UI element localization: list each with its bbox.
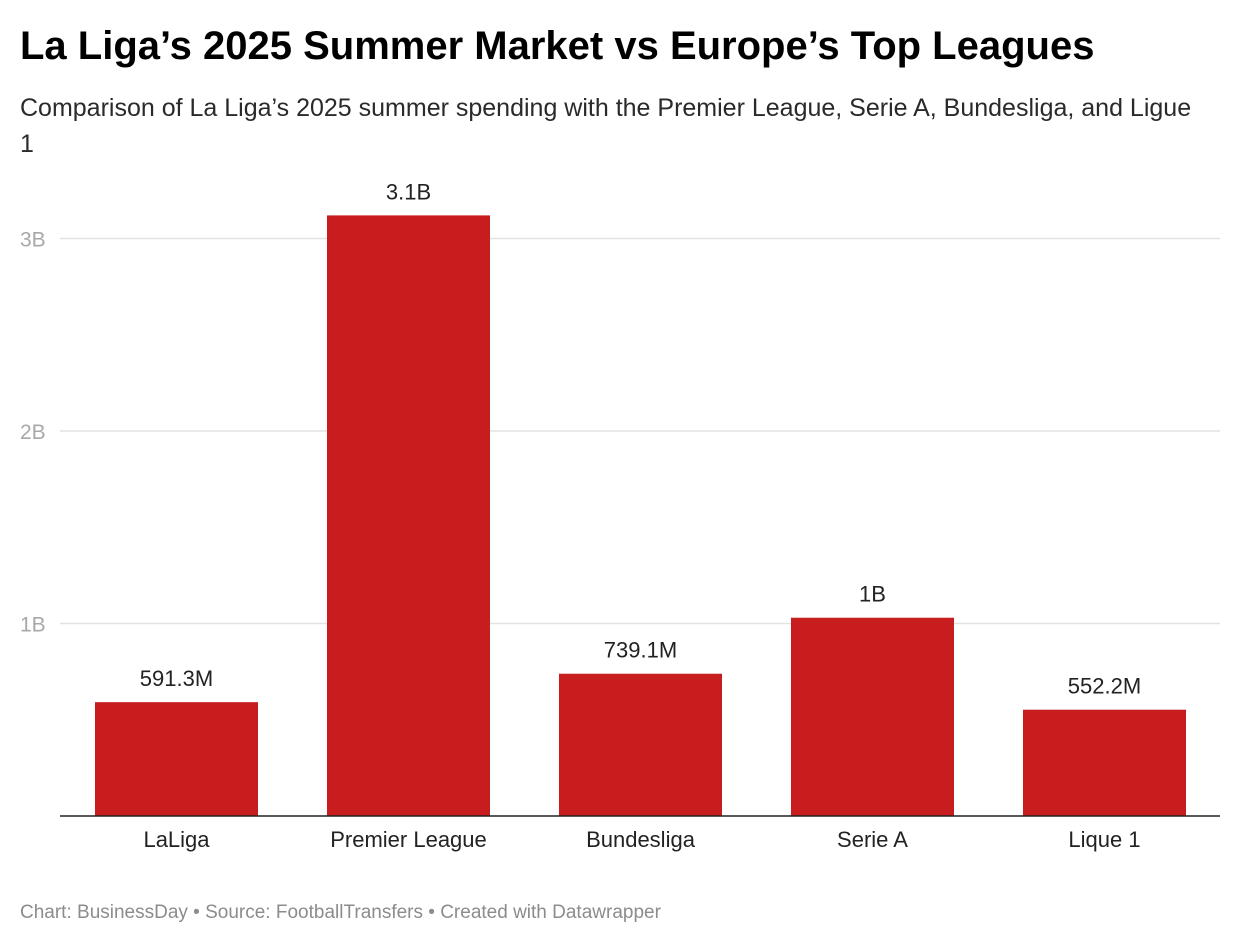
- y-tick-label: 2B: [20, 421, 46, 444]
- y-tick-label: 1B: [20, 614, 46, 637]
- chart-subtitle: Comparison of La Liga’s 2025 summer spen…: [20, 94, 1192, 158]
- chart-title: La Liga’s 2025 Summer Market vs Europe’s…: [20, 24, 1095, 68]
- bar-value-labels: 591.3M 3.1B 739.1M 1B 552.2M: [140, 179, 1141, 698]
- bar-value-label: 3.1B: [386, 179, 431, 204]
- chart-footer-credit: Chart: BusinessDay • Source: FootballTra…: [20, 902, 661, 923]
- bar-value-label: 1B: [859, 582, 886, 607]
- bar-premier-league: [327, 215, 490, 816]
- bar-bundesliga: [559, 673, 722, 816]
- gridlines: 1B 2B 3B: [20, 229, 1220, 637]
- bar-value-label: 552.2M: [1068, 674, 1141, 699]
- bar-lique-1: [1023, 709, 1186, 816]
- x-category-label: Bundesliga: [586, 827, 696, 852]
- x-axis-category-labels: LaLiga Premier League Bundesliga Serie A Liq…: [143, 827, 1140, 852]
- bars: [95, 215, 1186, 816]
- bar-value-label: 591.3M: [140, 666, 213, 691]
- x-category-label: LaLiga: [143, 827, 210, 852]
- x-category-label: Lique 1: [1068, 827, 1140, 852]
- bar-laliga: [95, 702, 258, 816]
- x-category-label: Premier League: [330, 827, 487, 852]
- x-category-label: Serie A: [837, 827, 908, 852]
- bar-value-label: 739.1M: [604, 638, 677, 663]
- bar-serie-a: [791, 617, 954, 816]
- y-tick-label: 3B: [20, 229, 46, 252]
